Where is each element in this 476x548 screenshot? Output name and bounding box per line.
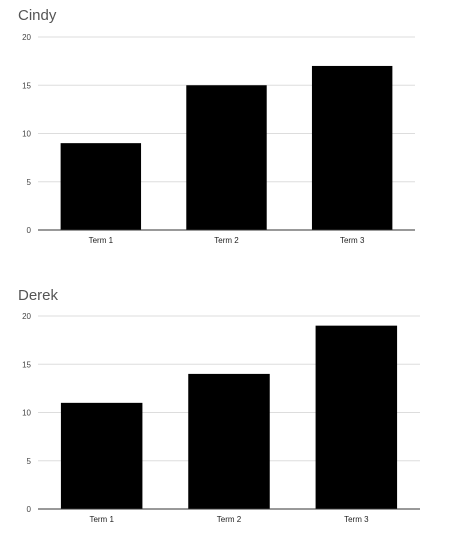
chart-derek: Derek 0 5 10 15 20 Term 1 Term 2 Term 3 [0,280,476,548]
x-tick-label: Term 1 [89,236,114,245]
bar-1 [60,402,143,509]
bar-3 [315,325,398,509]
x-tick-label: Term 2 [214,236,239,245]
x-tick-label: Term 3 [340,236,365,245]
y-tick-label: 10 [22,130,31,139]
y-tick-label: 10 [22,409,31,418]
chart-derek-plot: 0 5 10 15 20 Term 1 Term 2 Term 3 [22,312,420,524]
chart-title: Derek [18,287,59,304]
y-tick-label: 20 [22,33,31,42]
x-tick-label: Term 2 [217,515,242,524]
bar-1 [60,143,142,230]
y-tick-label: 5 [27,178,32,187]
y-tick-label: 15 [22,360,31,369]
chart-title: Cindy [18,7,57,24]
y-tick-label: 0 [27,505,32,514]
chart-cindy: Cindy 0 5 10 15 20 Term 1 Term 2 Term 3 [0,0,476,268]
x-tick-label: Term 3 [344,515,369,524]
y-tick-label: 20 [22,312,31,321]
y-tick-label: 5 [27,457,32,466]
bar-2 [188,373,270,509]
y-tick-label: 0 [27,226,32,235]
chart-cindy-plot: 0 5 10 15 20 Term 1 Term 2 Term 3 [22,33,415,245]
y-tick-label: 15 [22,81,31,90]
bar-3 [311,65,393,230]
bar-2 [186,85,267,230]
x-tick-label: Term 1 [89,515,114,524]
